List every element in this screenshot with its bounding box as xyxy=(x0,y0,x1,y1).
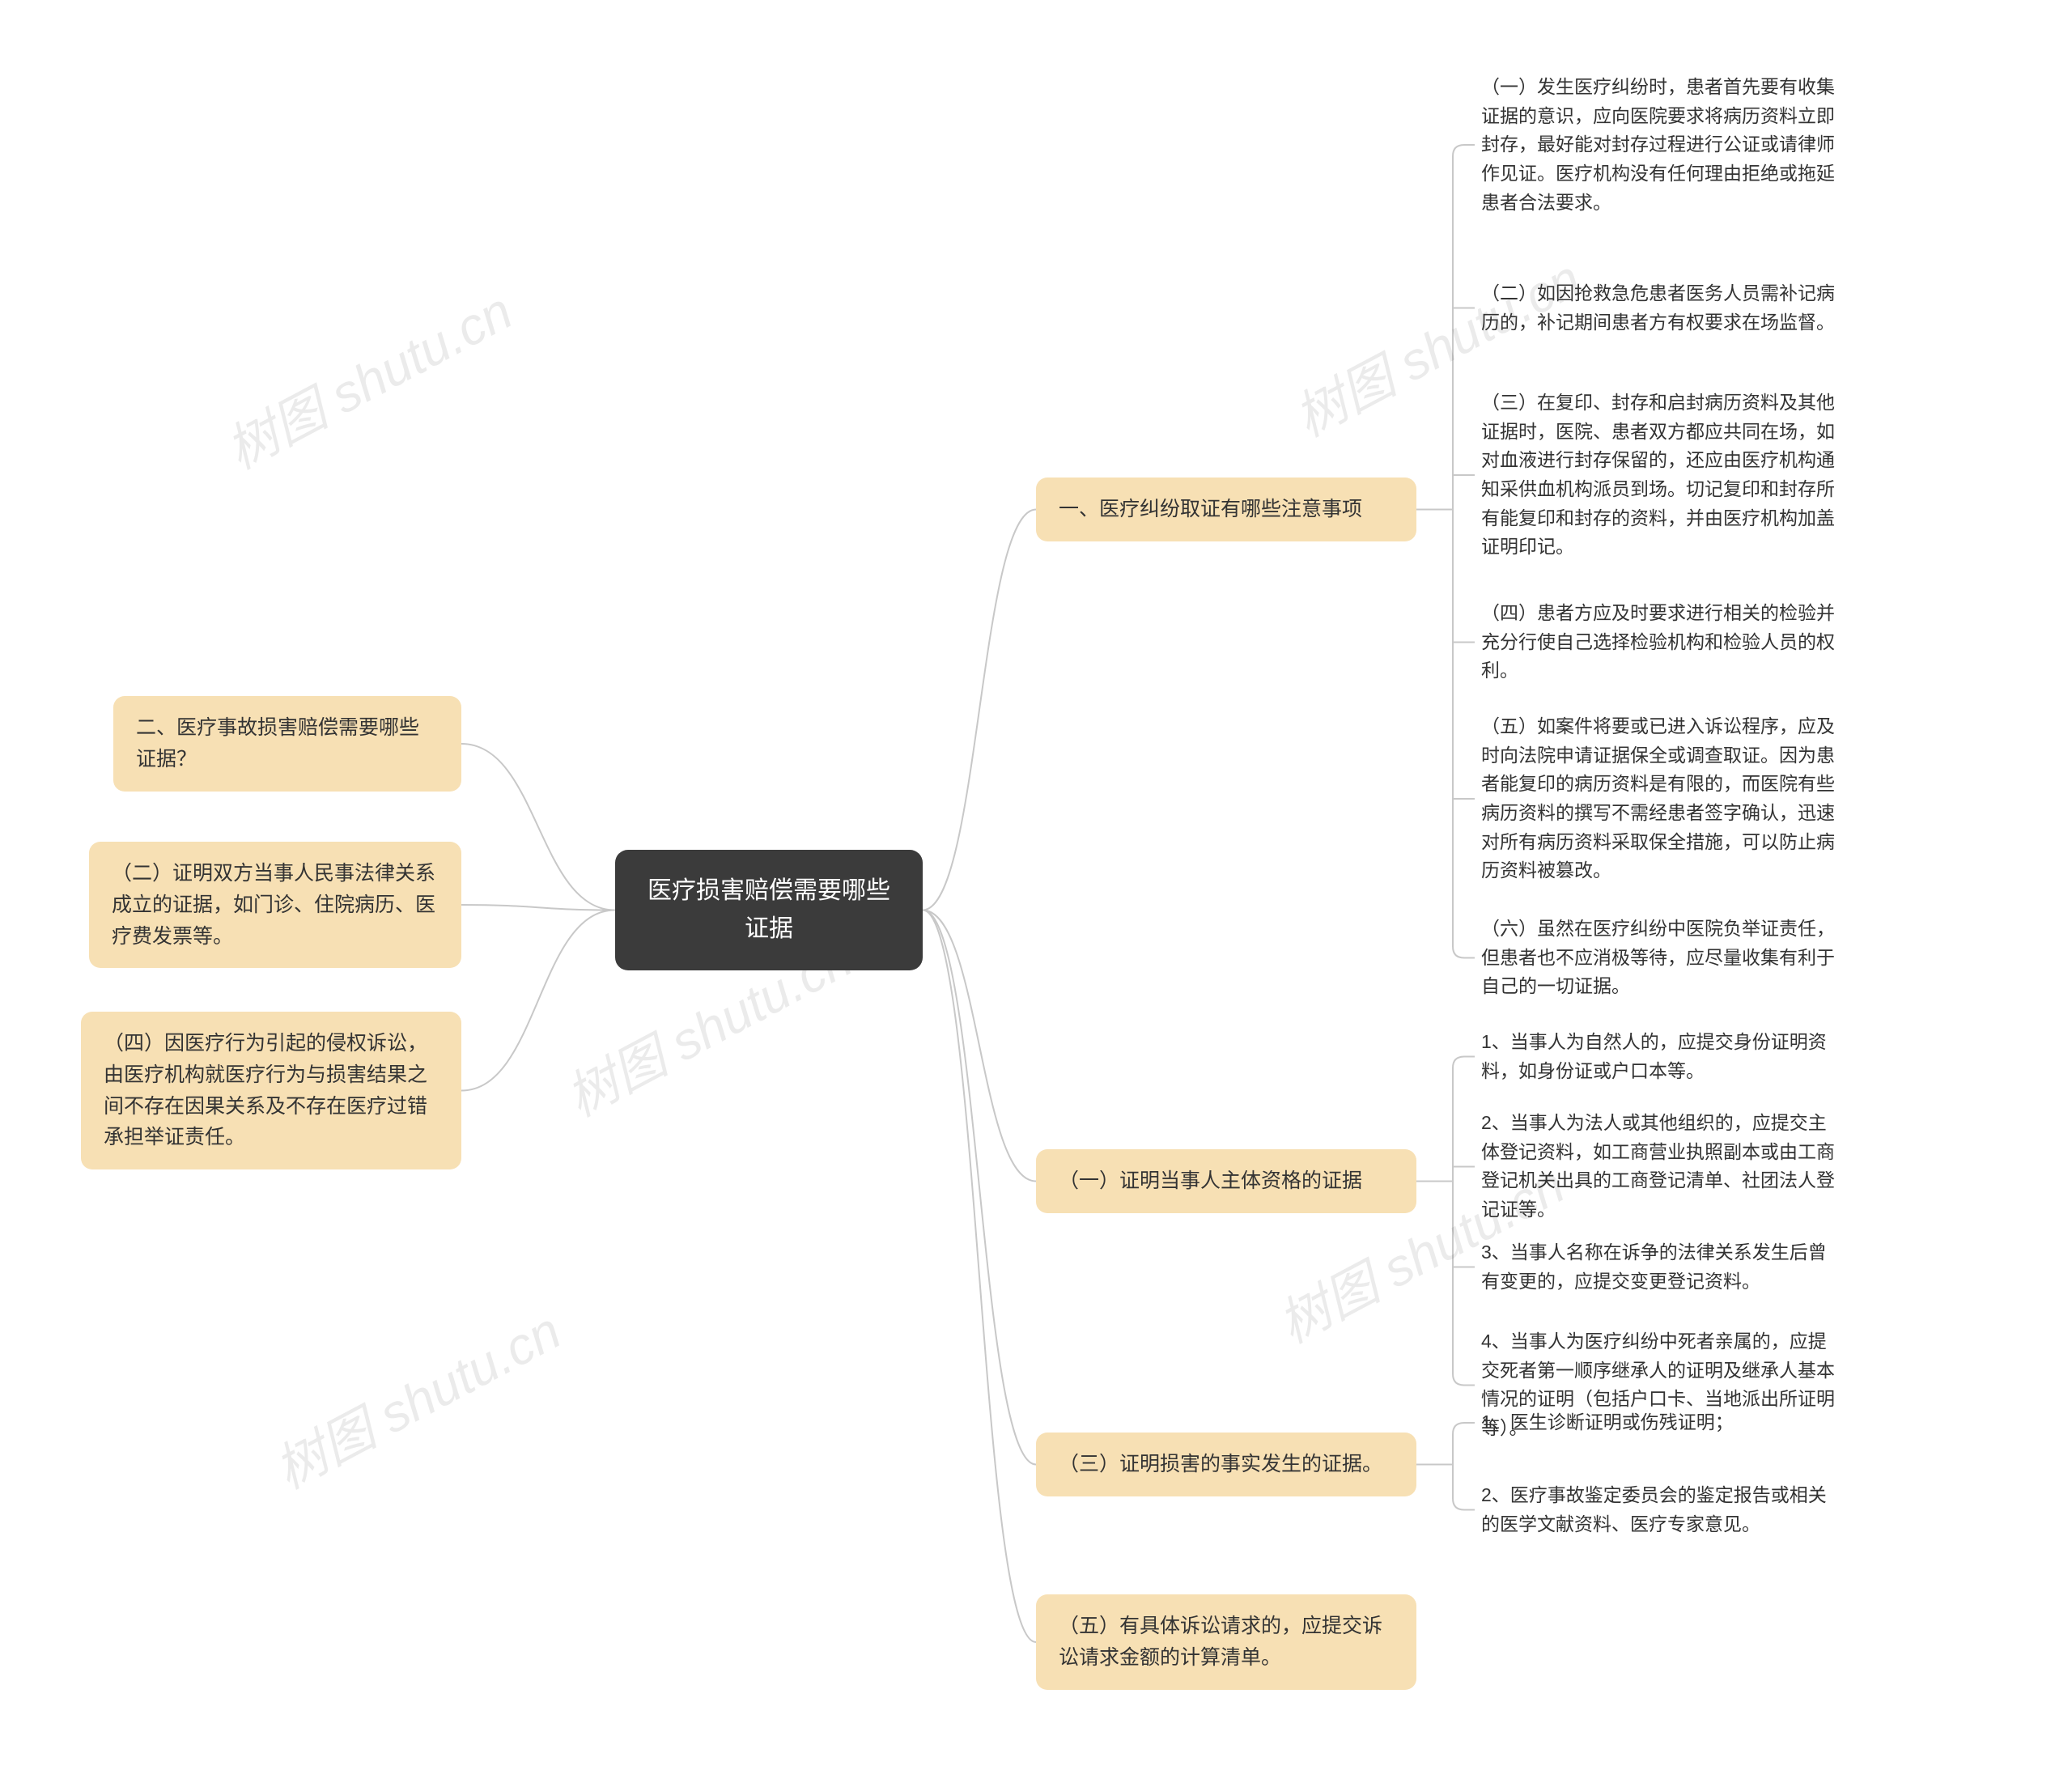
branch-node-right: （五）有具体诉讼请求的，应提交诉讼请求金额的计算清单。 xyxy=(1036,1594,1416,1690)
leaf-node: 2、当事人为法人或其他组织的，应提交主体登记资料，如工商营业执照副本或由工商登记… xyxy=(1481,1109,1837,1225)
root-node: 医疗损害赔偿需要哪些证据 xyxy=(615,850,923,970)
leaf-node: （四）患者方应及时要求进行相关的检验并充分行使自己选择检验机构和检验人员的权利。 xyxy=(1481,599,1837,686)
leaf-node: （一）发生医疗纠纷时，患者首先要有收集证据的意识，应向医院要求将病历资料立即封存… xyxy=(1481,73,1837,217)
leaf-node: 2、医疗事故鉴定委员会的鉴定报告或相关的医学文献资料、医疗专家意见。 xyxy=(1481,1481,1837,1539)
leaf-node: （六）虽然在医疗纠纷中医院负举证责任，但患者也不应消极等待，应尽量收集有利于自己… xyxy=(1481,915,1837,1001)
branch-node-right: 一、医疗纠纷取证有哪些注意事项 xyxy=(1036,478,1416,541)
leaf-node: 1、当事人为自然人的，应提交身份证明资料，如身份证或户口本等。 xyxy=(1481,1028,1837,1085)
mindmap-canvas: 树图 shutu.cn树图 shutu.cn树图 shutu.cn树图 shut… xyxy=(0,0,2072,1787)
leaf-node: （二）如因抢救急危患者医务人员需补记病历的，补记期间患者方有权要求在场监督。 xyxy=(1481,279,1837,337)
leaf-node: 1、医生诊断证明或伤残证明； xyxy=(1481,1408,1837,1437)
leaf-node: （三）在复印、封存和启封病历资料及其他证据时，医院、患者双方都应共同在场，如对血… xyxy=(1481,388,1837,562)
watermark: 树图 shutu.cn xyxy=(260,1290,572,1503)
branch-node-left: 二、医疗事故损害赔偿需要哪些证据？ xyxy=(113,696,461,792)
leaf-node: 3、当事人名称在诉争的法律关系发生后曾有变更的，应提交变更登记资料。 xyxy=(1481,1238,1837,1296)
branch-node-right: （三）证明损害的事实发生的证据。 xyxy=(1036,1433,1416,1496)
branch-node-left: （四）因医疗行为引起的侵权诉讼，由医疗机构就医疗行为与损害结果之间不存在因果关系… xyxy=(81,1012,461,1169)
watermark: 树图 shutu.cn xyxy=(211,270,524,483)
branch-node-left: （二）证明双方当事人民事法律关系成立的证据，如门诊、住院病历、医疗费发票等。 xyxy=(89,842,461,968)
leaf-node: （五）如案件将要或已进入诉讼程序，应及时向法院申请证据保全或调查取证。因为患者能… xyxy=(1481,712,1837,885)
branch-node-right: （一）证明当事人主体资格的证据 xyxy=(1036,1149,1416,1213)
